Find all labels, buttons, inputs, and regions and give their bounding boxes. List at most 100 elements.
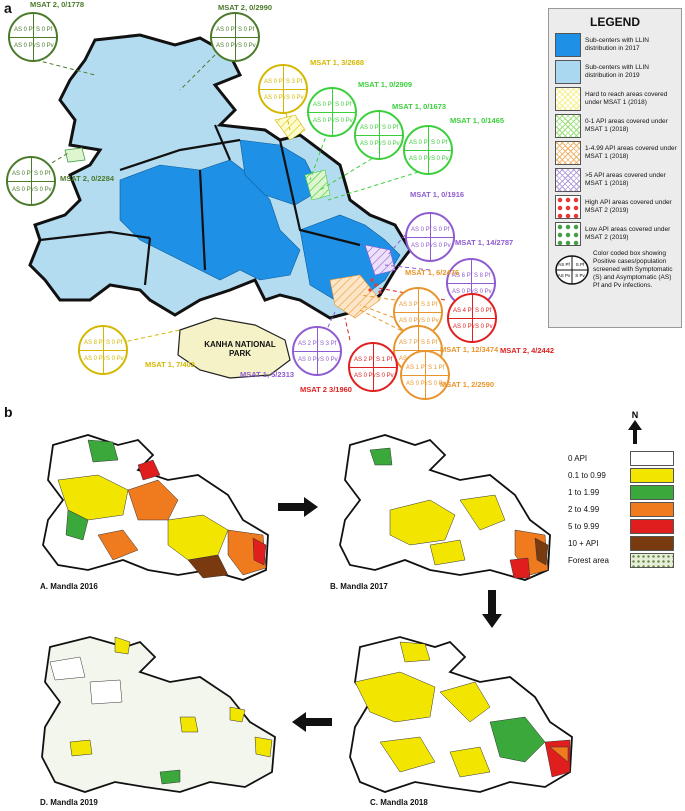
legend-swatch	[555, 168, 581, 192]
legend-b-text: 0.1 to 0.99	[568, 471, 606, 480]
msat1-low-api-area	[304, 169, 331, 201]
msat-quadrant-value: S 0 Pv	[475, 324, 493, 330]
legend-key-circle: AS Pf S Pf AS Pv S Pv	[555, 255, 589, 285]
msat-quadrant-value: S 0 Pf	[433, 227, 450, 233]
msat-quadrant-value: S 0 Pv	[428, 381, 446, 387]
msat-quadrant-value: AS 0 Pf	[216, 27, 237, 33]
msat-label: MSAT 1, 5/2313	[240, 370, 295, 379]
msat-result-circle: AS 0 Pf S 3 Pf AS 0 Pv S 0 Pv	[258, 64, 308, 114]
legend-swatch	[555, 60, 581, 84]
legend-title: LEGEND	[589, 15, 640, 29]
legend-text: Low API areas covered under MSAT 2 (2019…	[585, 226, 671, 241]
legend-b-row: 0 API	[568, 450, 678, 467]
panel-title-2019: D. Mandla 2019	[40, 798, 98, 807]
msat-result-circle: AS 2 Pf S 3 Pf AS 0 Pv S 0 Pv	[292, 326, 342, 376]
msat-quadrant-value: AS 2 Pf	[354, 357, 375, 363]
legend-b-swatch	[630, 468, 674, 483]
legend-swatch	[555, 87, 581, 111]
msat2-high-api-dots	[368, 278, 382, 294]
msat-quadrant-value: AS 0 Pv	[409, 156, 431, 162]
panel-a-label: a	[4, 0, 12, 16]
msat-quadrant-value: S 0 Pv	[238, 43, 256, 49]
legend-b-swatch	[630, 519, 674, 534]
legend-row: 1-4.99 API areas covered under MSAT 1 (2…	[555, 141, 677, 165]
msat-quadrant-value: AS 0 Pv	[84, 356, 106, 362]
msat-label: MSAT 1, 2/2590	[440, 380, 495, 389]
legend-b-swatch	[630, 502, 674, 517]
arrow-left	[292, 712, 332, 732]
legend-row: Sub-centers with LLIN distribution in 20…	[555, 60, 677, 84]
msat-quadrant-value: S 0 Pf	[34, 171, 51, 177]
msat-result-circle: AS 0 Pf S 0 Pf AS 0 Pv S 0 Pv	[307, 87, 357, 137]
msat-quadrant-value: AS 0 Pv	[12, 187, 34, 193]
msat-label: MSAT 1, 6/2476	[405, 268, 460, 277]
panel-title-2017: B. Mandla 2017	[330, 582, 388, 591]
msat-label: MSAT 1, 7/402	[145, 360, 195, 369]
msat-quadrant-value: S 3 Pf	[286, 79, 303, 85]
msat-quadrant-value: S 0 Pv	[106, 356, 124, 362]
msat-quadrant-value: S 1 Pf	[376, 357, 393, 363]
msat-label: MSAT 1, 14/2787	[455, 238, 514, 247]
msat-result-circle: AS 4 Pf S 0 Pf AS 0 Pv S 0 Pv	[447, 293, 497, 343]
msat2-low-api-area	[64, 147, 86, 163]
legend-b-swatch	[630, 485, 674, 500]
msat-quadrant-value: S 0 Pf	[475, 308, 492, 314]
msat-label: MSAT 1, 3/2688	[310, 58, 365, 67]
legend-b-row: 1 to 1.99	[568, 484, 678, 501]
legend-b-row: 0.1 to 0.99	[568, 467, 678, 484]
msat-quadrant-value: S 0 Pv	[36, 43, 54, 49]
legend-b-row: Forest area	[568, 552, 678, 569]
legend-text: High API areas covered under MSAT 2 (201…	[585, 199, 672, 214]
legend-b-row: 2 to 4.99	[568, 501, 678, 518]
legend-row: 0-1 API areas covered under MSAT 1 (2018…	[555, 114, 677, 138]
msat-quadrant-value: AS 0 Pv	[354, 373, 376, 379]
district-map-msat	[28, 33, 446, 379]
legend-key-q1: AS Pf	[558, 262, 570, 267]
legend-b-row: 10 + API	[568, 535, 678, 552]
msat-quadrant-value: S 0 Pv	[421, 318, 439, 324]
msat-quadrant-value: AS 4 Pf	[453, 308, 474, 314]
legend-b-text: 5 to 9.99	[568, 522, 600, 531]
msat-quadrant-value: AS 0 Pv	[216, 43, 238, 49]
legend-panel-b: N 0 API 0.1 to 0.99 1 to 1.99 2 to 4.99 5 to…	[568, 410, 678, 569]
msat-quadrant-value: AS 0 Pv	[360, 141, 382, 147]
msat-quadrant-value: AS 0 Pf	[14, 27, 35, 33]
msat-quadrant-value: S 0 Pv	[433, 243, 451, 249]
msat-label: MSAT 2, 0/2284	[60, 174, 115, 183]
msat-result-circle: AS 8 Pf S 0 Pf AS 0 Pv S 0 Pv	[78, 325, 128, 375]
msat-quadrant-value: S 0 Pf	[382, 125, 399, 131]
msat-quadrant-value: AS 0 Pv	[453, 324, 475, 330]
msat-quadrant-value: S 8 Pf	[474, 273, 491, 279]
msat-quadrant-value: S 0 Pf	[106, 340, 123, 346]
legend-b-text: 2 to 4.99	[568, 505, 600, 514]
legend-row: High API areas covered under MSAT 2 (201…	[555, 195, 677, 219]
legend-b-text: 10 + API	[568, 539, 599, 548]
legend-b-text: 1 to 1.99	[568, 488, 600, 497]
msat-label: MSAT 1, 0/2909	[358, 80, 413, 89]
north-arrow-icon	[628, 420, 642, 444]
legend-row: Low API areas covered under MSAT 2 (2019…	[555, 222, 677, 246]
legend-row: Hard to reach areas covered under MSAT 1…	[555, 87, 677, 111]
msat-quadrant-value: S 0 Pv	[34, 187, 52, 193]
msat-label: MSAT 1, 0/1673	[392, 102, 447, 111]
msat-result-circle: AS 0 Pf S 0 Pf AS 0 Pv S 0 Pv	[403, 125, 453, 175]
north-arrow: N	[628, 410, 678, 450]
llin-2017-area-central	[119, 159, 301, 281]
msat-label: MSAT 1, 0/1916	[410, 190, 465, 199]
legend-text: 0-1 API areas covered under MSAT 1 (2018…	[585, 118, 668, 133]
msat-quadrant-value: S 0 Pf	[335, 102, 352, 108]
msat-result-circle: AS 0 Pf S 0 Pf AS 0 Pv S 0 Pv	[6, 156, 56, 206]
msat-result-circle: AS 0 Pf S 0 Pf AS 0 Pv S 0 Pv	[210, 12, 260, 62]
msat-quadrant-value: AS 0 Pv	[399, 318, 421, 324]
legend-b-swatch	[630, 536, 674, 551]
legend-b-swatch	[630, 553, 674, 568]
msat-quadrant-value: AS 0 Pf	[264, 79, 285, 85]
msat-quadrant-value: AS 0 Pv	[406, 381, 428, 387]
legend-text: >5 API areas covered under MSAT 1 (2018)	[585, 172, 666, 187]
msat-label: MSAT 2, 0/1778	[30, 0, 85, 9]
legend-key-q2: S Pf	[576, 262, 585, 267]
north-label: N	[631, 410, 639, 420]
msat-quadrant-value: S 0 Pv	[382, 141, 400, 147]
msat-quadrant-value: S 0 Pf	[36, 27, 53, 33]
msat-quadrant-value: AS 0 Pf	[313, 102, 334, 108]
